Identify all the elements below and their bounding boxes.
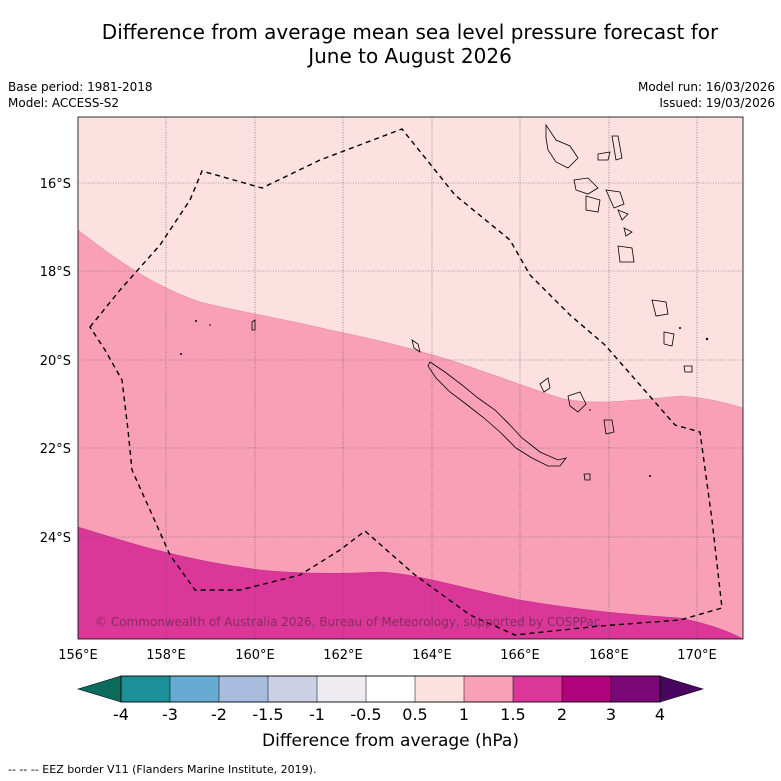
model-run: Model run: 16/03/2026 bbox=[637, 80, 775, 94]
colorbar-segment bbox=[561, 675, 612, 703]
colorbar-tick-label: 1.5 bbox=[500, 705, 526, 724]
colorbar-tick-label: -0.5 bbox=[350, 705, 382, 724]
colorbar-segment bbox=[365, 675, 416, 703]
lat-label: 16°S bbox=[40, 177, 71, 192]
lat-label: 22°S bbox=[40, 442, 71, 457]
meta-left: Base period: 1981-2018 Model: ACCESS-S2 bbox=[8, 79, 153, 111]
isle-of-pines bbox=[411, 339, 421, 353]
pressure-anomaly-fill bbox=[77, 117, 744, 640]
eez-legend-footer: -- -- -- EEZ border V11 (Flanders Marine… bbox=[8, 763, 317, 776]
colorbar-tick-label: 2 bbox=[556, 705, 568, 724]
coastlines bbox=[251, 123, 693, 481]
colorbar-tick-label: 3 bbox=[605, 705, 617, 724]
lon-label: 156°E bbox=[58, 648, 98, 663]
model-name: Model: ACCESS-S2 bbox=[8, 96, 120, 110]
colorbar-segment bbox=[414, 675, 465, 703]
small-island-west bbox=[251, 319, 256, 331]
axis-labels: 156°E 158°E 160°E 162°E 164°E 166°E 168°… bbox=[40, 177, 717, 663]
colorbar-segment bbox=[463, 675, 514, 703]
island-vanuatu-south bbox=[617, 245, 693, 373]
contour-1 bbox=[77, 229, 744, 409]
island-vanuatu-2 bbox=[573, 151, 611, 213]
new-caledonia-coastline bbox=[427, 361, 567, 467]
colorbar-tick-label: -1 bbox=[309, 705, 325, 724]
colorbar-tick-label: -3 bbox=[162, 705, 178, 724]
map-frame bbox=[77, 116, 744, 640]
lat-label: 24°S bbox=[40, 531, 71, 546]
colorbar-segment bbox=[218, 675, 269, 703]
gridlines bbox=[78, 117, 743, 639]
title-line-1: Difference from average mean sea level p… bbox=[101, 20, 719, 44]
contour-1.5 bbox=[77, 526, 744, 640]
fill-1.5-2 bbox=[78, 527, 743, 639]
lon-label: 168°E bbox=[589, 648, 629, 663]
colorbar-tick-label: 0.5 bbox=[402, 705, 428, 724]
lon-label: 160°E bbox=[235, 648, 275, 663]
colorbar-tick-label: -1.5 bbox=[252, 705, 284, 724]
colorbar-segment bbox=[169, 675, 220, 703]
issued-date: Issued: 19/03/2026 bbox=[659, 96, 775, 110]
colorbar-segment bbox=[120, 675, 171, 703]
lon-label: 158°E bbox=[146, 648, 186, 663]
colorbar-tick-label: 4 bbox=[654, 705, 666, 724]
island-vanuatu-3 bbox=[605, 135, 633, 237]
colorbar-segment bbox=[267, 675, 318, 703]
title-line-2: June to August 2026 bbox=[308, 44, 512, 68]
colorbar-segment bbox=[316, 675, 367, 703]
fill-1-1.5 bbox=[78, 230, 743, 639]
colorbar-tick-label: -4 bbox=[113, 705, 129, 724]
loyalty-islands-coastline bbox=[539, 377, 615, 481]
colorbar-under-arrow bbox=[76, 675, 122, 703]
chart-title: Difference from average mean sea level p… bbox=[40, 20, 780, 68]
colorbar-over-arrow bbox=[659, 675, 705, 703]
colorbar-segment bbox=[610, 675, 661, 703]
colorbar-tick-label: 1 bbox=[458, 705, 470, 724]
colorbar-title: Difference from average (hPa) bbox=[262, 731, 519, 751]
lon-label: 164°E bbox=[412, 648, 452, 663]
colorbar-tick-label: -2 bbox=[211, 705, 227, 724]
island-vanuatu-north bbox=[545, 123, 579, 169]
colorbar-segment bbox=[512, 675, 563, 703]
eez-border bbox=[89, 128, 723, 636]
colorbar bbox=[76, 675, 705, 703]
lat-label: 20°S bbox=[40, 354, 71, 369]
lon-label: 170°E bbox=[677, 648, 717, 663]
small-islets bbox=[180, 320, 709, 477]
base-period: Base period: 1981-2018 bbox=[8, 80, 153, 94]
lon-label: 166°E bbox=[500, 648, 540, 663]
lon-label: 162°E bbox=[323, 648, 363, 663]
meta-right: Model run: 16/03/2026 Issued: 19/03/2026 bbox=[638, 79, 775, 111]
lat-label: 18°S bbox=[40, 265, 71, 280]
copyright-notice: © Commonwealth of Australia 2026, Bureau… bbox=[95, 615, 601, 629]
